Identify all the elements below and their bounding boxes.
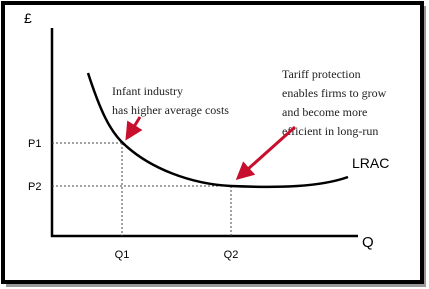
arrow: [235, 125, 297, 181]
quantity-tick-label: Q2: [224, 249, 239, 261]
curve-label: LRAC: [352, 155, 389, 171]
quantity-tick-label: Q1: [115, 249, 130, 261]
annotation-line: enables firms to grow: [282, 86, 387, 100]
annotation-line: efficient in long-run: [282, 124, 378, 138]
arrow: [125, 116, 143, 141]
annotation-line: Tariff protection: [282, 67, 361, 81]
guide-lines: [52, 142, 232, 236]
annotation-line: and become more: [282, 105, 367, 119]
price-tick-label: P2: [28, 181, 41, 193]
y-axis-label: £: [24, 10, 32, 26]
lrac-curve: [86, 72, 349, 189]
annotation-line: has higher average costs: [112, 103, 229, 117]
annotation-line: Infant industry: [112, 84, 183, 98]
price-tick-label: P1: [28, 138, 41, 150]
x-axis-label: Q: [362, 234, 374, 251]
